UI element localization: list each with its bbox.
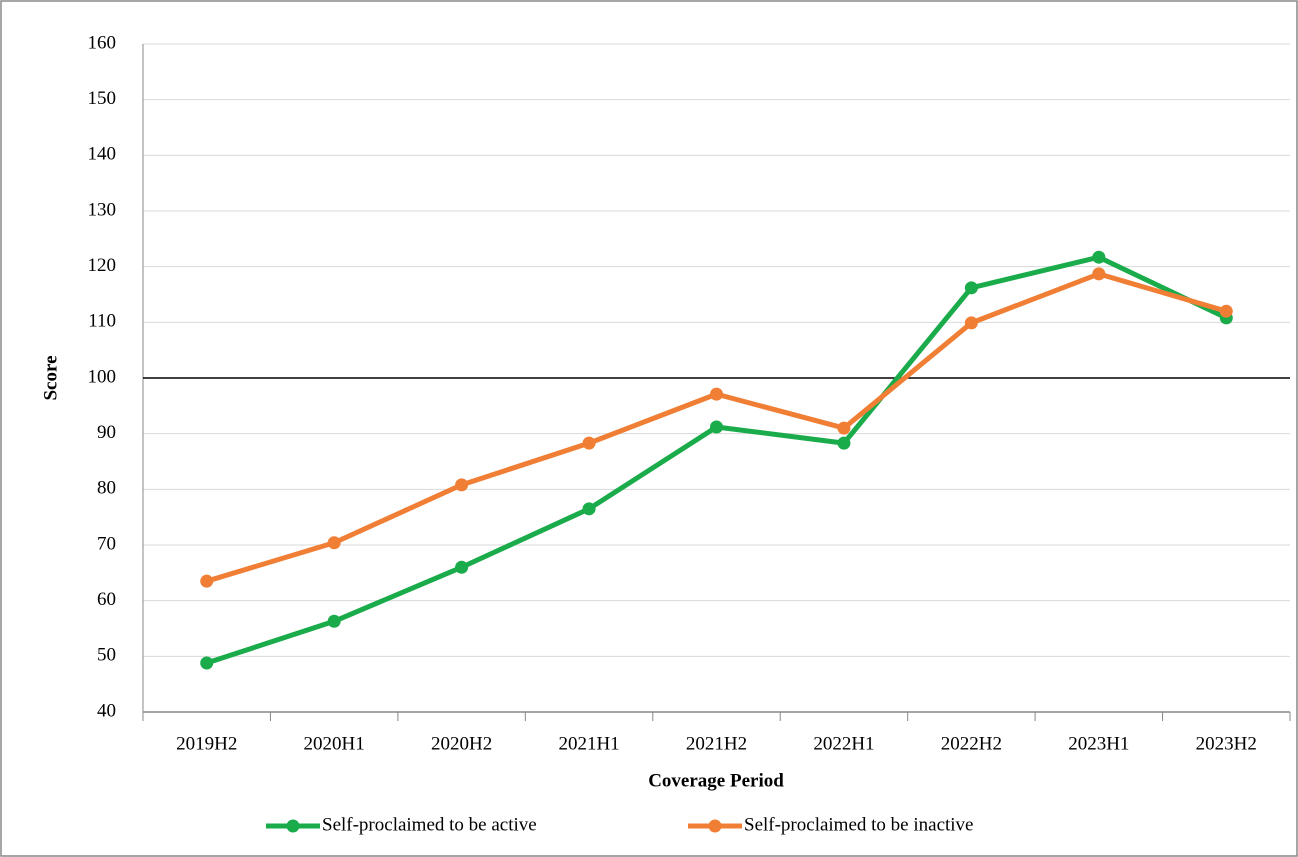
legend-label: Self-proclaimed to be active	[322, 814, 537, 835]
data-point	[964, 281, 978, 295]
data-point	[200, 574, 214, 588]
y-tick-label: 100	[88, 366, 117, 387]
x-tick-label: 2019H2	[176, 733, 237, 754]
legend-label: Self-proclaimed to be inactive	[744, 814, 974, 835]
data-point	[1092, 250, 1106, 264]
x-tick-label: 2023H2	[1196, 733, 1257, 754]
y-tick-label: 150	[88, 88, 117, 109]
data-point	[1219, 304, 1233, 318]
data-point	[327, 536, 341, 550]
x-tick-label: 2023H1	[1068, 733, 1129, 754]
x-tick-label: 2021H1	[558, 733, 619, 754]
y-tick-label: 90	[97, 422, 116, 443]
data-point	[455, 478, 469, 492]
data-point	[1092, 267, 1106, 281]
data-point	[582, 502, 596, 516]
x-axis-title: Coverage Period	[648, 770, 784, 791]
y-tick-label: 80	[97, 478, 116, 499]
y-tick-label: 140	[88, 144, 117, 165]
y-tick-label: 70	[97, 533, 116, 554]
x-tick-label: 2020H1	[304, 733, 365, 754]
data-point	[710, 420, 723, 434]
data-point	[710, 387, 723, 401]
data-point	[200, 656, 214, 670]
data-point	[837, 421, 851, 435]
legend-marker	[286, 819, 300, 833]
y-tick-label: 60	[97, 589, 116, 610]
y-tick-label: 40	[97, 700, 116, 721]
y-tick-label: 160	[88, 32, 117, 53]
x-tick-label: 2020H2	[431, 733, 492, 754]
y-tick-label: 110	[88, 311, 116, 332]
data-point	[964, 316, 978, 330]
x-tick-label: 2022H1	[813, 733, 874, 754]
data-point	[455, 560, 469, 574]
y-tick-label: 120	[88, 255, 117, 276]
data-point	[837, 436, 851, 450]
data-point	[327, 614, 341, 628]
y-tick-label: 50	[97, 645, 116, 666]
x-tick-label: 2021H2	[686, 733, 747, 754]
data-point	[582, 436, 596, 450]
legend-marker	[708, 819, 722, 833]
y-axis-title: Score	[40, 355, 61, 400]
x-tick-label: 2022H2	[941, 733, 1002, 754]
y-tick-label: 130	[88, 199, 117, 220]
